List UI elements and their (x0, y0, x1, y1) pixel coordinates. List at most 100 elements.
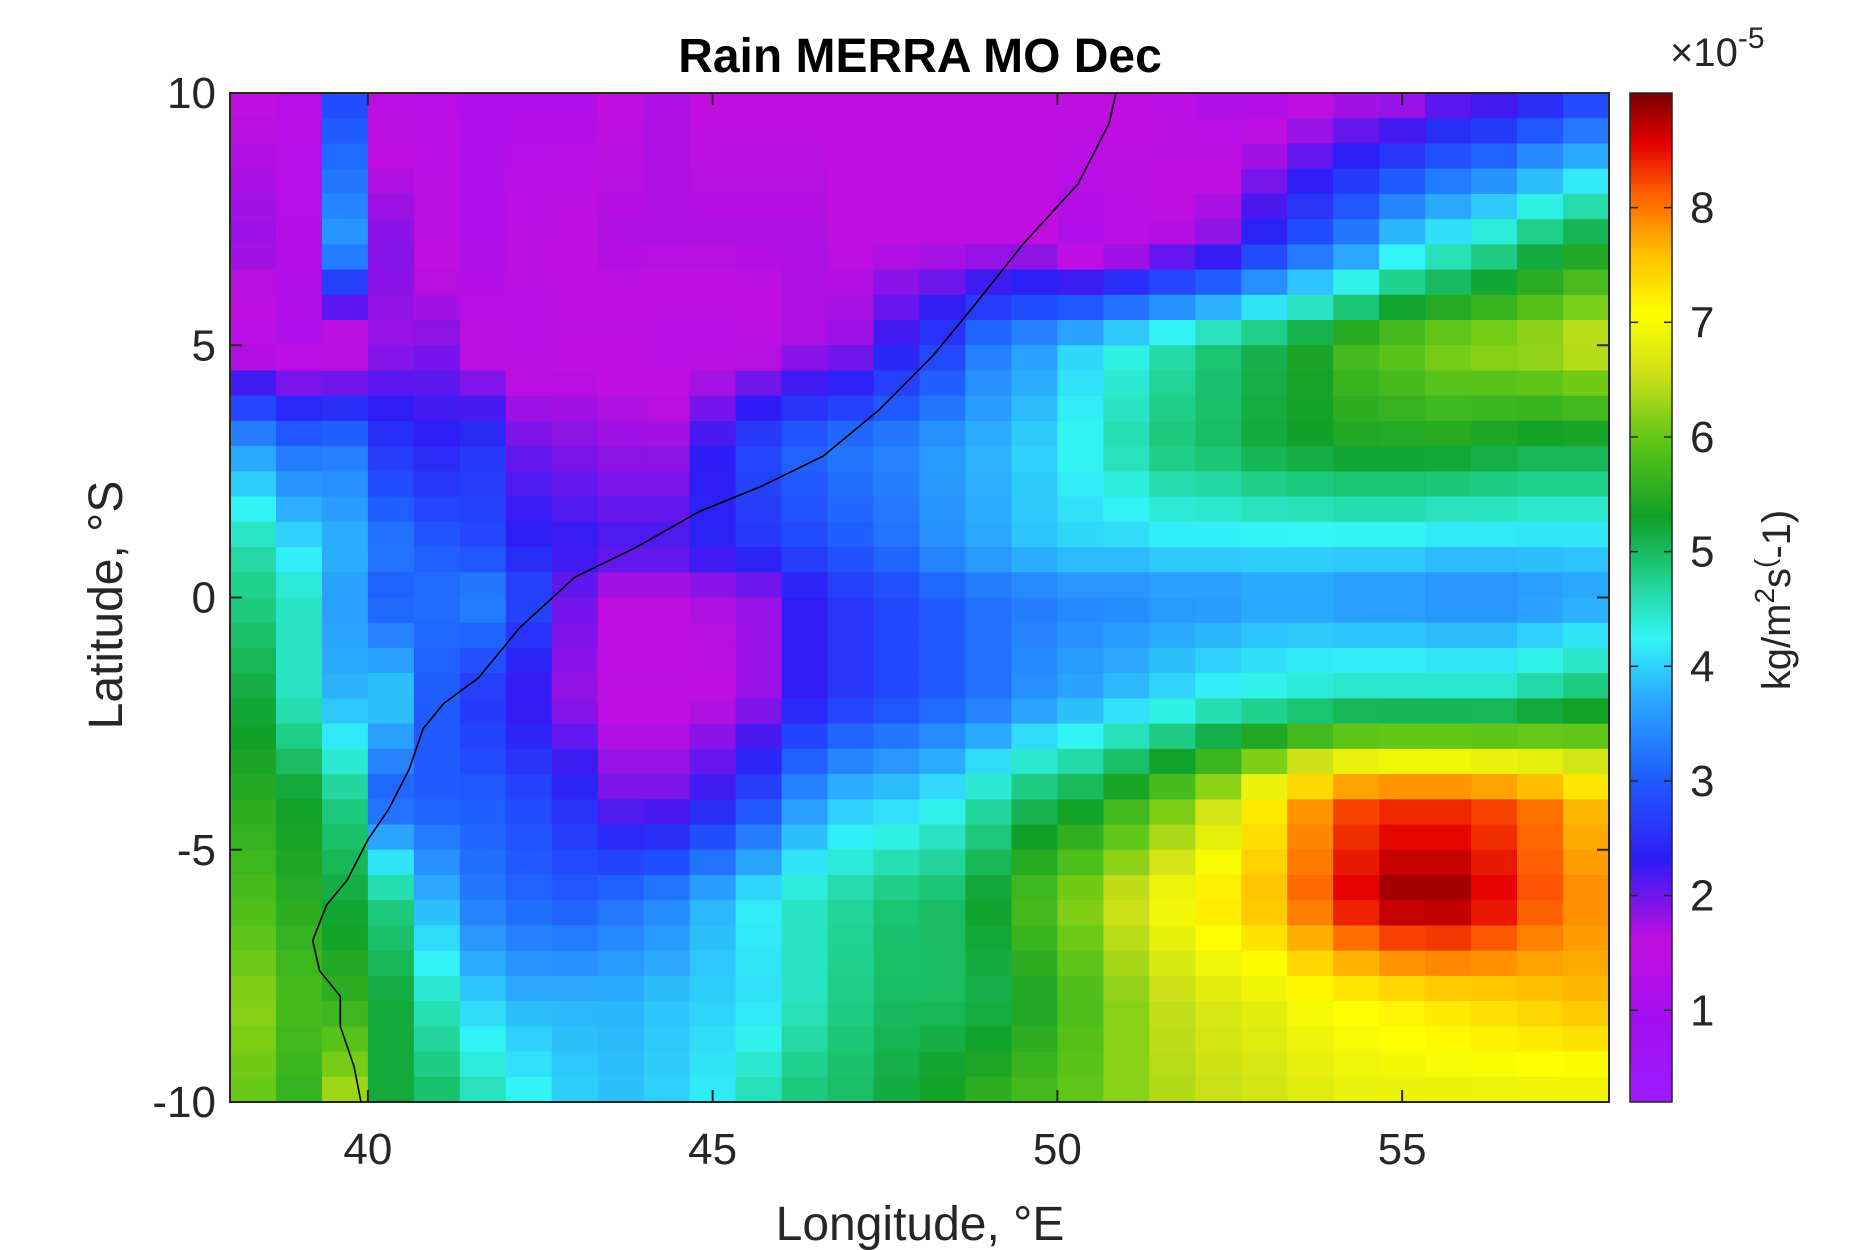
heatmap-cell (275, 1051, 323, 1078)
heatmap-cell (1471, 143, 1518, 170)
heatmap-cell (873, 975, 921, 1002)
heatmap-cell (873, 345, 921, 372)
heatmap-cell (1149, 496, 1196, 523)
heatmap-cell (735, 1026, 783, 1053)
heatmap-cell (321, 774, 369, 800)
heatmap-cell (1471, 622, 1518, 649)
heatmap-cell (1241, 244, 1288, 271)
heatmap-cell (1195, 975, 1242, 1002)
heatmap-cell (1333, 1001, 1380, 1027)
heatmap-cell (965, 471, 1013, 498)
heatmap-cell (1287, 1051, 1334, 1078)
heatmap-cell (965, 975, 1013, 1002)
heatmap-cell (1011, 622, 1058, 649)
heatmap-cell (597, 1051, 645, 1078)
heatmap-cell (1563, 723, 1610, 750)
heatmap-cell (1287, 496, 1334, 523)
heatmap-cell (781, 900, 829, 927)
heatmap-cell (551, 849, 599, 876)
heatmap-cell (1517, 345, 1564, 372)
heatmap-cell (459, 1051, 507, 1078)
heatmap-cell (643, 193, 691, 220)
heatmap-cell (781, 370, 829, 397)
heatmap-cell (459, 420, 507, 447)
heatmap-cell (827, 294, 875, 321)
heatmap-cell (873, 698, 921, 725)
heatmap-cell (1333, 244, 1380, 271)
y-tick-label: 0 (192, 574, 216, 623)
x-axis-label: Longitude, °E (776, 1198, 1065, 1250)
heatmap-cell (597, 748, 645, 775)
heatmap-cell (1517, 824, 1564, 851)
heatmap-cell (689, 320, 737, 346)
heatmap-cell (413, 219, 461, 245)
heatmap-cell (643, 471, 691, 498)
heatmap-cell (781, 395, 829, 422)
heatmap-cell (275, 874, 323, 901)
heatmap-cell (1057, 345, 1104, 372)
heatmap-cell (413, 799, 461, 826)
heatmap-cell (781, 622, 829, 649)
heatmap-cell (689, 799, 737, 826)
heatmap-cell (919, 572, 967, 599)
heatmap-cell (459, 950, 507, 977)
heatmap-cell (1379, 446, 1426, 472)
heatmap-cell (1057, 1026, 1104, 1053)
heatmap-cell (459, 774, 507, 800)
heatmap-cell (735, 673, 783, 700)
heatmap-cell (1057, 420, 1104, 447)
heatmap-cell (1425, 824, 1472, 851)
heatmap-cell (1195, 622, 1242, 649)
heatmap-cell (1241, 1001, 1288, 1027)
heatmap-cell (230, 143, 277, 170)
heatmap-cell (1057, 395, 1104, 422)
heatmap-cell (551, 774, 599, 800)
heatmap-cell (321, 269, 369, 296)
heatmap-cell (689, 1051, 737, 1078)
heatmap-cell (735, 597, 783, 624)
colorbar-ticks: 1 2 3 4 5 6 7 8 (1630, 184, 1714, 1035)
heatmap-cell (551, 647, 599, 674)
heatmap-cell (1425, 1076, 1472, 1103)
heatmap-cell (1149, 622, 1196, 649)
heatmap-cell (597, 622, 645, 649)
heatmap-cell (689, 471, 737, 498)
heatmap-cell (827, 244, 875, 271)
heatmap-cell (1149, 93, 1196, 119)
heatmap-cell (275, 143, 323, 170)
heatmap-cell (551, 93, 599, 119)
heatmap-cell (689, 849, 737, 876)
heatmap-cell (1471, 219, 1518, 245)
heatmap-cell (367, 345, 415, 372)
heatmap-cell (1471, 294, 1518, 321)
heatmap-cell (689, 1001, 737, 1027)
heatmap-cell (413, 496, 461, 523)
heatmap-cell (873, 446, 921, 472)
heatmap-cell (919, 647, 967, 674)
heatmap-cell (459, 219, 507, 245)
heatmap-cell (1563, 622, 1610, 649)
heatmap-cell (827, 320, 875, 346)
heatmap-cell (1517, 900, 1564, 927)
heatmap-cell (643, 748, 691, 775)
heatmap-cell (827, 950, 875, 977)
colorbar-tick-label: 8 (1690, 184, 1714, 233)
heatmap-cell (735, 496, 783, 523)
heatmap-cell (689, 345, 737, 372)
heatmap-cell (965, 93, 1013, 119)
heatmap-cell (230, 849, 277, 876)
heatmap-cell (1103, 1001, 1150, 1027)
heatmap-cell (965, 597, 1013, 624)
heatmap-cell (230, 1051, 277, 1078)
heatmap-cell (1287, 320, 1334, 346)
heatmap-cell (827, 269, 875, 296)
heatmap-cell (230, 673, 277, 700)
heatmap-cell (230, 345, 277, 372)
heatmap-cell (965, 1051, 1013, 1078)
heatmap-cell (597, 118, 645, 145)
heatmap-cell (1149, 799, 1196, 826)
heatmap-cell (230, 446, 277, 472)
heatmap-cell (643, 118, 691, 145)
heatmap-cell (1103, 269, 1150, 296)
colorbar-tick-label: 7 (1690, 298, 1714, 347)
